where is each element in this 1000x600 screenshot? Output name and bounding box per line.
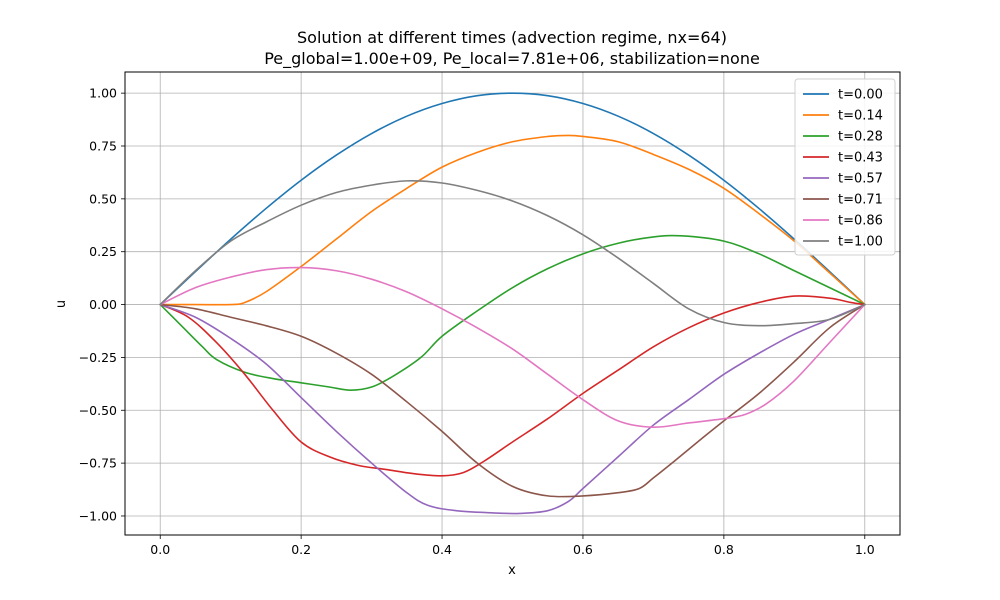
plot-area-frame — [124, 71, 901, 536]
x-tick-label: 0.6 — [573, 542, 593, 557]
legend-label-3: t=0.28 — [838, 130, 883, 145]
y-tick-label: 0.75 — [89, 138, 117, 153]
series-line-5 — [159, 303, 866, 515]
y-tick-label: −0.50 — [79, 403, 117, 418]
legend-label-4: t=0.43 — [838, 151, 883, 166]
legend-label-7: t=0.86 — [838, 214, 883, 229]
y-tick-label: 1.00 — [89, 86, 117, 101]
series-line-1 — [159, 92, 866, 306]
legend-label-5: t=0.57 — [838, 172, 883, 187]
chart-title-line-1: Solution at different times (advection r… — [297, 28, 727, 47]
y-tick-label: −0.25 — [79, 350, 117, 365]
series-line-4 — [159, 295, 866, 477]
x-tick-label: 1.0 — [855, 542, 875, 557]
axis-ticks: 0.0 0.2 0.4 0.6 0.8 1.0 −1.00 −0.75 −0.50 −0.25 0.… — [79, 86, 875, 557]
x-tick-label: 0.8 — [714, 542, 734, 557]
series-line-6 — [159, 303, 866, 498]
y-tick-label: 0.50 — [89, 191, 117, 206]
y-tick-label: 0.25 — [89, 244, 117, 259]
legend-label-1: t=0.00 — [838, 88, 883, 103]
series-line-8 — [159, 180, 866, 327]
x-tick-label: 0.2 — [291, 542, 311, 557]
legend-label-8: t=1.00 — [838, 235, 883, 250]
legend-box — [794, 78, 896, 256]
y-axis-label: u — [54, 300, 69, 308]
series-lines — [159, 92, 866, 515]
y-tick-label: −1.00 — [79, 508, 117, 523]
x-tick-label: 0.0 — [150, 542, 170, 557]
legend-label-2: t=0.14 — [838, 109, 883, 124]
x-axis-label: x — [508, 563, 516, 578]
x-tick-label: 0.4 — [432, 542, 452, 557]
chart-title-line-2: Pe_global=1.00e+09, Pe_local=7.81e+06, s… — [264, 49, 760, 69]
y-tick-label: 0.00 — [89, 297, 117, 312]
legend-label-6: t=0.71 — [838, 193, 883, 208]
legend: t=0.00 t=0.14 t=0.28 t=0.43 t=0.57 t=0.71 t=0.… — [794, 78, 896, 256]
series-line-2 — [159, 134, 866, 306]
y-tick-label: −0.75 — [79, 456, 117, 471]
series-line-3 — [159, 234, 866, 391]
series-line-7 — [159, 266, 866, 428]
